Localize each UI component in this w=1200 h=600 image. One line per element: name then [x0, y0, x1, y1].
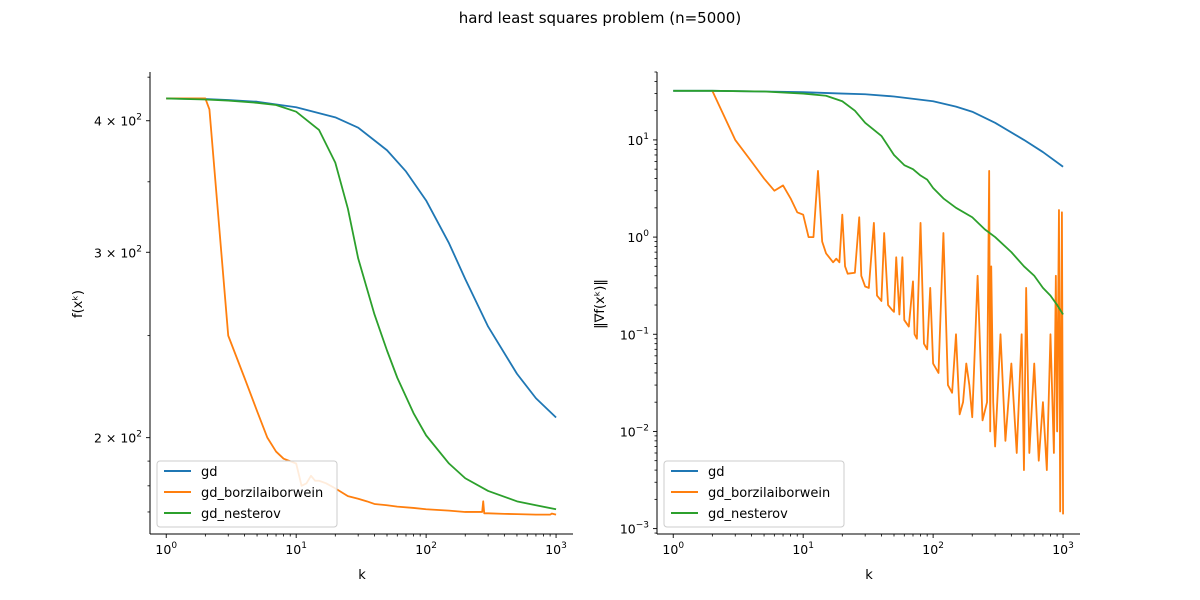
left-series-line-gd [166, 97, 557, 419]
right-y-tick-label: 10−1 [620, 326, 649, 342]
left-y-tick-label: 4 × 102 [94, 113, 142, 129]
left-legend-label-nesterov: gd_nesterov [201, 507, 281, 522]
left-legend-label-bb: gd_borzilaiborwein [201, 486, 323, 501]
left-x-axis-label: k [358, 568, 366, 583]
right-series-line-gd-nesterov [673, 89, 1064, 315]
right-y-axis-label: ‖∇f(xᵏ)‖ [593, 279, 608, 329]
left-series-layer [166, 97, 557, 516]
right-legend-label-nesterov: gd_nesterov [708, 507, 788, 522]
right-y-tick-label: 10−2 [620, 423, 649, 439]
figure-title: hard least squares problem (n=5000) [459, 9, 741, 27]
left-x-tick-label: 103 [545, 541, 567, 557]
left-series-line-gd-nesterov [166, 97, 557, 511]
right-series-line-gd-borzilaiborwein [711, 90, 1064, 515]
right-legend-label-gd: gd [708, 465, 725, 480]
right-x-tick-label: 101 [792, 541, 814, 557]
right-y-tick-label: 100 [627, 229, 649, 245]
right-x-tick-label: 103 [1052, 541, 1074, 557]
left-x-tick-label: 100 [155, 541, 177, 557]
right-y-ticks: 10−3 10−2 10−1 100 101 [620, 71, 657, 537]
left-legend-frame [156, 460, 338, 528]
right-x-ticks: 100 101 102 103 [662, 534, 1074, 557]
right-legend: gd gd_borzilaiborwein gd_nesterov [663, 460, 845, 528]
left-y-ticks: 2 × 102 3 × 102 4 × 102 [94, 76, 150, 513]
left-x-ticks: 100 101 102 103 [155, 534, 567, 557]
left-series-line-gd-borzilaiborwein [166, 97, 557, 516]
right-series-line-gd [673, 89, 1064, 168]
right-legend-label-bb: gd_borzilaiborwein [708, 486, 830, 501]
left-legend-label-gd: gd [201, 465, 218, 480]
left-plot: 100 101 102 103 2 × 102 3 × 102 4 × 102 k f(x… [71, 72, 573, 583]
left-legend: gd gd_borzilaiborwein gd_nesterov [156, 460, 338, 528]
left-x-tick-label: 101 [285, 541, 307, 557]
right-series-layer [673, 89, 1064, 515]
right-plot: 100 101 102 103 10−3 10−2 10−1 100 101 k ‖∇f(xᵏ… [593, 71, 1080, 583]
right-y-tick-label: 101 [627, 132, 649, 148]
right-x-tick-label: 100 [662, 541, 684, 557]
left-y-axis-label: f(xᵏ) [71, 290, 86, 318]
right-y-tick-label: 10−3 [620, 521, 649, 537]
left-y-tick-label: 2 × 102 [94, 430, 142, 446]
right-x-axis-label: k [865, 568, 873, 583]
left-x-tick-label: 102 [415, 541, 437, 557]
left-y-tick-label: 3 × 102 [94, 244, 142, 260]
right-x-tick-label: 102 [922, 541, 944, 557]
right-legend-frame [663, 460, 845, 528]
